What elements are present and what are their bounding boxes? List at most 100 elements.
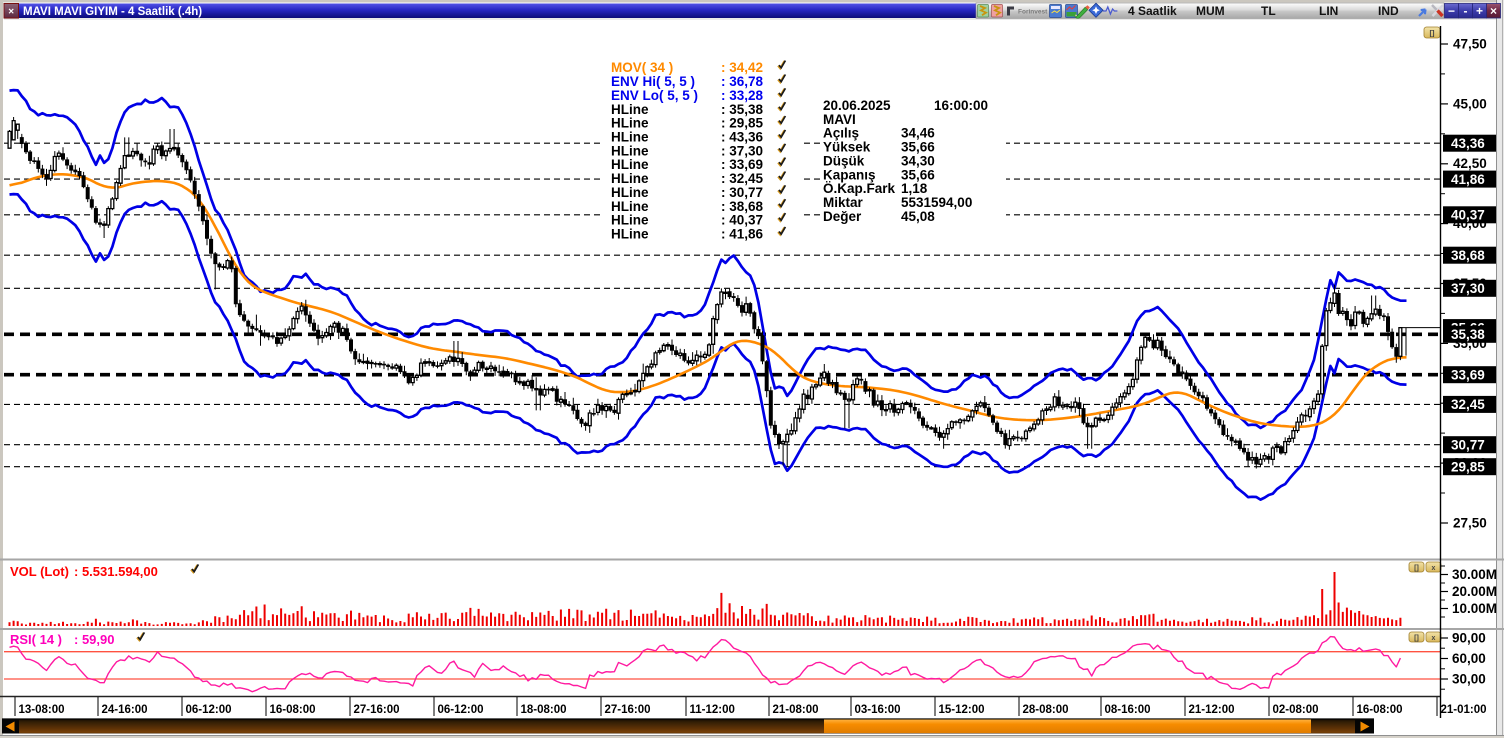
svg-text:: 33,28: : 33,28 — [721, 88, 764, 103]
svg-text:ENV Hi( 5, 5 ): ENV Hi( 5, 5 ) — [611, 74, 695, 89]
svg-text:[]: [] — [1414, 635, 1419, 642]
svg-text:MOV( 34 ): MOV( 34 ) — [611, 60, 673, 75]
svg-text:Miktar: Miktar — [823, 195, 864, 210]
svg-text:30,00: 30,00 — [1452, 672, 1486, 687]
svg-text:IND: IND — [1378, 4, 1399, 18]
svg-text:HLine: HLine — [611, 143, 649, 158]
svg-text:20.06.2025: 20.06.2025 — [823, 98, 891, 113]
svg-text:42,50: 42,50 — [1453, 156, 1487, 171]
svg-text:: 40,37: : 40,37 — [721, 213, 763, 228]
svg-text:43,36: 43,36 — [1451, 136, 1485, 151]
svg-text:: 37,30: : 37,30 — [721, 143, 763, 158]
svg-text:HLine: HLine — [611, 130, 649, 145]
svg-text:47,50: 47,50 — [1453, 37, 1487, 52]
svg-text:5531594,00: 5531594,00 — [901, 195, 972, 210]
svg-text:08-16:00: 08-16:00 — [1105, 704, 1151, 716]
svg-text:MUM: MUM — [1196, 4, 1225, 18]
svg-text:38,68: 38,68 — [1451, 248, 1485, 263]
svg-text:30,77: 30,77 — [1451, 437, 1485, 452]
svg-text:28-08:00: 28-08:00 — [1023, 704, 1069, 716]
svg-text:90,00: 90,00 — [1452, 631, 1486, 646]
svg-text:MAVI: MAVI — [823, 112, 856, 127]
svg-text:45,00: 45,00 — [1453, 96, 1487, 111]
svg-text:34,30: 34,30 — [901, 153, 935, 168]
svg-text:41,86: 41,86 — [1451, 172, 1485, 187]
svg-text:Forinvest: Forinvest — [1018, 9, 1048, 16]
svg-text:HLine: HLine — [611, 185, 649, 200]
svg-text:: 5.531.594,00: : 5.531.594,00 — [74, 564, 158, 579]
svg-text:LIN: LIN — [1319, 4, 1338, 18]
svg-text:Yüksek: Yüksek — [823, 140, 871, 155]
svg-text:03-16:00: 03-16:00 — [855, 704, 901, 716]
svg-text:HLine: HLine — [611, 157, 649, 172]
svg-text:27-16:00: 27-16:00 — [354, 704, 400, 716]
svg-text:MAVI MAVI GIYIM - 4 Saatlik (.: MAVI MAVI GIYIM - 4 Saatlik (.4h) — [23, 6, 202, 18]
svg-text:−: − — [1448, 4, 1455, 18]
svg-text:HLine: HLine — [611, 199, 649, 214]
svg-text:: 43,36: : 43,36 — [721, 130, 764, 145]
svg-text:27,50: 27,50 — [1453, 516, 1487, 531]
svg-text:HLine: HLine — [611, 213, 649, 228]
svg-text:20.00M: 20.00M — [1452, 584, 1497, 599]
svg-text:27-16:00: 27-16:00 — [605, 704, 651, 716]
svg-text:HLine: HLine — [611, 102, 649, 117]
svg-text:: 32,45: : 32,45 — [721, 171, 764, 186]
svg-text:1,18: 1,18 — [901, 181, 928, 196]
svg-text:-: - — [1464, 4, 1468, 18]
svg-text:21-12:00: 21-12:00 — [1189, 704, 1235, 716]
svg-text:x: x — [1432, 565, 1436, 572]
svg-text:HLine: HLine — [611, 171, 649, 186]
svg-text:Düşük: Düşük — [823, 153, 865, 168]
svg-text:11-12:00: 11-12:00 — [690, 704, 735, 716]
svg-text:Ö.Kap.Fark: Ö.Kap.Fark — [823, 181, 896, 196]
svg-text:32,45: 32,45 — [1451, 397, 1485, 412]
svg-text:16:00:00: 16:00:00 — [934, 98, 988, 113]
svg-text:33,69: 33,69 — [1451, 367, 1485, 382]
svg-text:: 34,42: : 34,42 — [721, 60, 763, 75]
svg-text:24-16:00: 24-16:00 — [102, 704, 148, 716]
svg-text:21-08:00: 21-08:00 — [773, 704, 819, 716]
svg-text:: 30,77: : 30,77 — [721, 185, 763, 200]
svg-text:35,66: 35,66 — [901, 140, 935, 155]
svg-text:: 33,69: : 33,69 — [721, 157, 763, 172]
svg-text:45,08: 45,08 — [901, 209, 935, 224]
svg-text:[]: [] — [1430, 29, 1435, 38]
svg-text:06-12:00: 06-12:00 — [438, 704, 484, 716]
svg-text:02-08:00: 02-08:00 — [1273, 704, 1319, 716]
svg-text:16-08:00: 16-08:00 — [1357, 704, 1403, 716]
svg-text:ENV Lo( 5, 5 ): ENV Lo( 5, 5 ) — [611, 88, 698, 103]
svg-text:: 29,85: : 29,85 — [721, 116, 764, 131]
svg-text:35,38: 35,38 — [1451, 327, 1485, 342]
svg-text:13-08:00: 13-08:00 — [19, 704, 65, 716]
svg-text:: 36,78: : 36,78 — [721, 74, 764, 89]
svg-text:: 41,86: : 41,86 — [721, 227, 764, 242]
svg-text:60,00: 60,00 — [1452, 651, 1486, 666]
svg-text:Kapanış: Kapanış — [823, 167, 876, 182]
svg-text:: 35,38: : 35,38 — [721, 102, 764, 117]
svg-text:4 Saatlik: 4 Saatlik — [1128, 4, 1177, 18]
svg-text:16-08:00: 16-08:00 — [270, 704, 316, 716]
svg-text:34,46: 34,46 — [901, 126, 935, 141]
svg-text:+: + — [1476, 4, 1483, 18]
svg-text:30.00M: 30.00M — [1452, 567, 1497, 582]
svg-text:HLine: HLine — [611, 116, 649, 131]
svg-text:RSI( 14 ): RSI( 14 ) — [10, 632, 62, 647]
svg-text:29,85: 29,85 — [1451, 459, 1485, 474]
svg-text:15-12:00: 15-12:00 — [939, 704, 985, 716]
svg-text:HLine: HLine — [611, 227, 649, 242]
svg-text:×: × — [8, 7, 14, 18]
svg-text:18-08:00: 18-08:00 — [521, 704, 567, 716]
svg-text:Değer: Değer — [823, 209, 862, 224]
svg-text:x: x — [1432, 635, 1436, 642]
svg-text:: 59,90: : 59,90 — [74, 632, 114, 647]
svg-text:10.00M: 10.00M — [1452, 601, 1497, 616]
svg-text:[]: [] — [1414, 565, 1419, 572]
svg-text:TL: TL — [1261, 4, 1276, 18]
svg-text:Açılış: Açılış — [823, 126, 859, 141]
svg-text:35,66: 35,66 — [901, 167, 935, 182]
svg-text:21-01:00: 21-01:00 — [1441, 704, 1487, 716]
svg-text:VOL (Lot): VOL (Lot) — [10, 564, 69, 579]
svg-text:37,30: 37,30 — [1451, 281, 1485, 296]
svg-text:40,37: 40,37 — [1451, 208, 1485, 223]
svg-text:06-12:00: 06-12:00 — [186, 704, 232, 716]
